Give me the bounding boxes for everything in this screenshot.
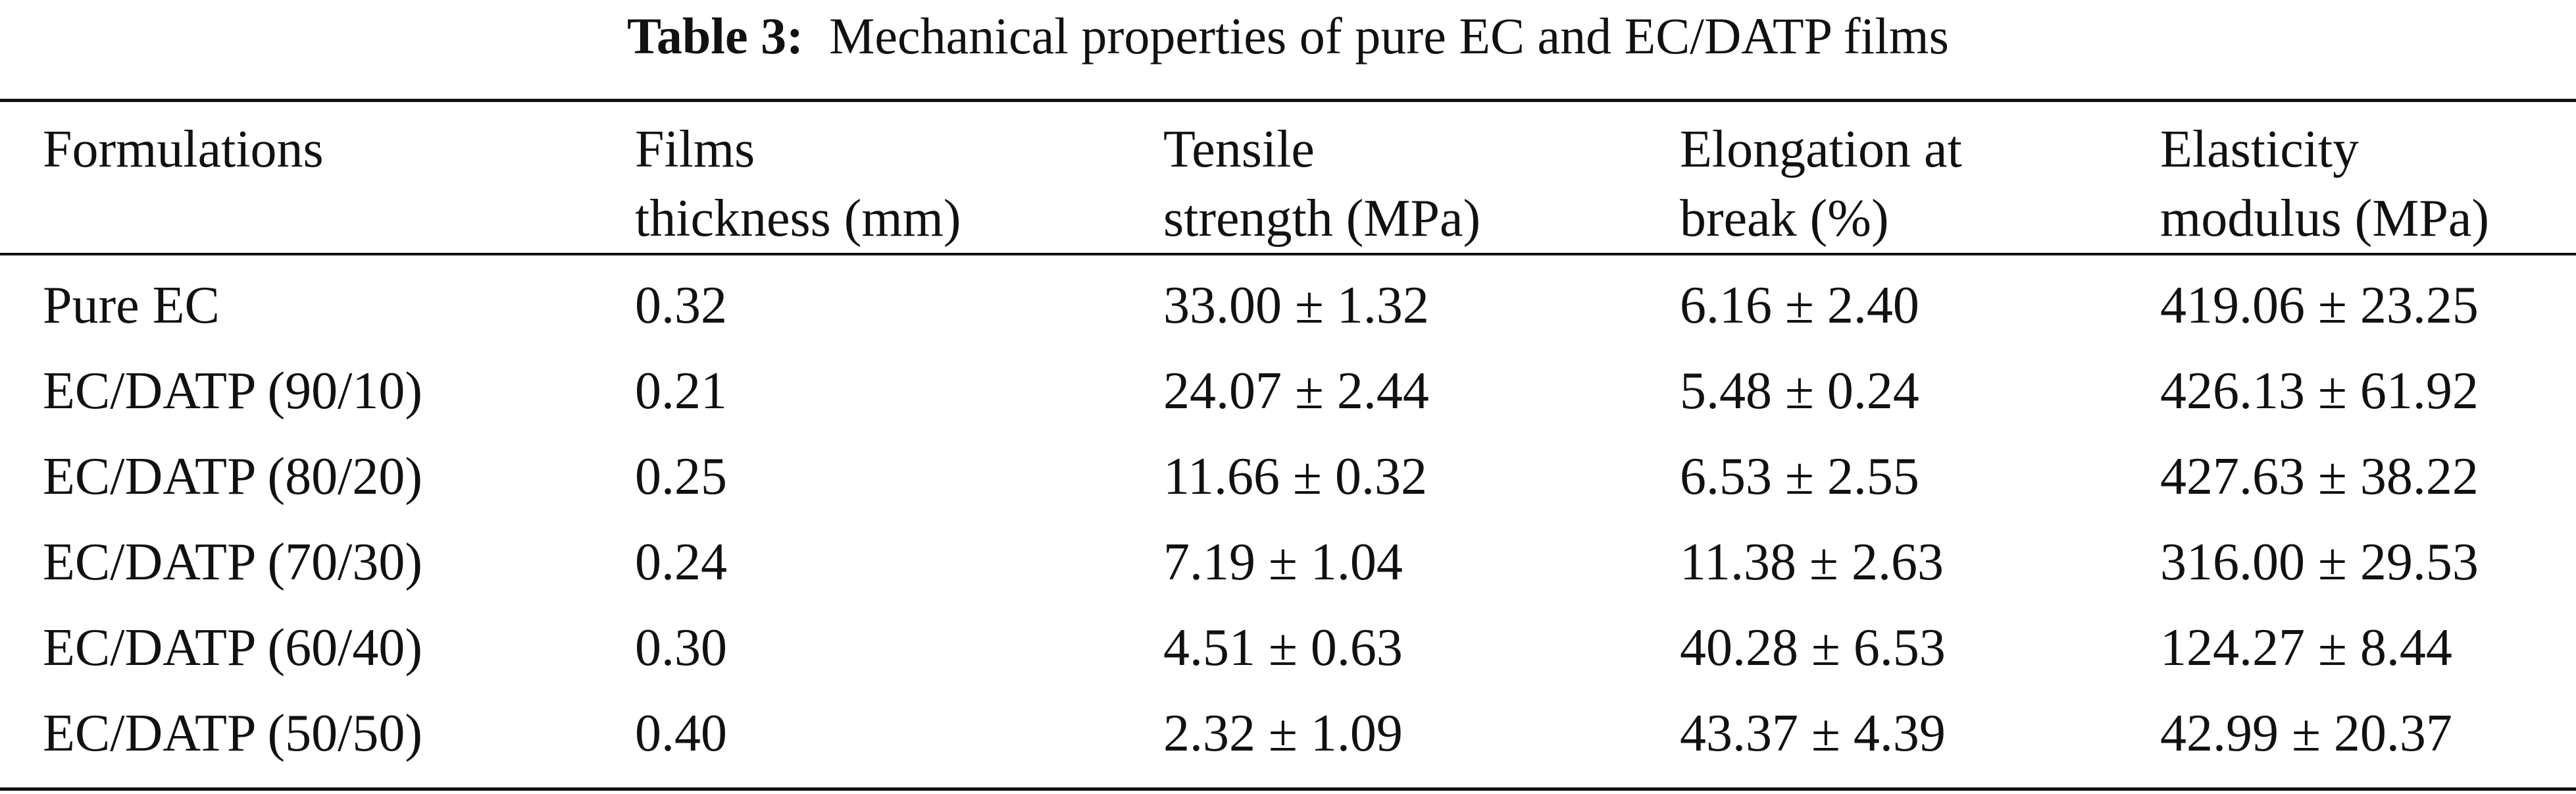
cell-elasticity-modulus: 426.13 ± 61.92: [2160, 362, 2479, 420]
cell-formulation: EC/DATP (50/50): [43, 704, 423, 762]
cell-formulation: EC/DATP (80/20): [43, 448, 423, 506]
cell-tensile-strength: 4.51 ± 0.63: [1163, 619, 1403, 677]
table-header-row: Formulations Films thickness (mm) Tensil…: [0, 109, 2576, 250]
cell-elongation: 40.28 ± 6.53: [1680, 619, 1946, 677]
header-elasticity-modulus: Elasticity modulus (MPa): [2160, 120, 2489, 248]
cell-thickness: 0.30: [635, 619, 727, 677]
cell-tensile-strength: 2.32 ± 1.09: [1163, 704, 1403, 762]
table-bottom-rule: [0, 787, 2576, 791]
table-row: Pure EC 0.32 33.00 ± 1.32 6.16 ± 2.40 41…: [0, 263, 2576, 349]
table-top-rule: [0, 99, 2576, 102]
table-body: Pure EC 0.32 33.00 ± 1.32 6.16 ± 2.40 41…: [0, 263, 2576, 777]
cell-thickness: 0.32: [635, 277, 727, 334]
table-header-rule: [0, 253, 2576, 255]
cell-elasticity-modulus: 419.06 ± 23.25: [2160, 277, 2479, 334]
header-tensile-strength: Tensile strength (MPa): [1163, 120, 1481, 248]
table-row: EC/DATP (80/20) 0.25 11.66 ± 0.32 6.53 ±…: [0, 435, 2576, 520]
cell-tensile-strength: 24.07 ± 2.44: [1163, 362, 1429, 420]
cell-elasticity-modulus: 124.27 ± 8.44: [2160, 619, 2452, 677]
table-caption-label: Table 3:: [627, 7, 804, 65]
cell-tensile-strength: 11.66 ± 0.32: [1163, 448, 1427, 506]
table-row: EC/DATP (60/40) 0.30 4.51 ± 0.63 40.28 ±…: [0, 606, 2576, 691]
cell-thickness: 0.40: [635, 704, 727, 762]
cell-thickness: 0.21: [635, 362, 727, 420]
cell-elasticity-modulus: 42.99 ± 20.37: [2160, 704, 2452, 762]
cell-tensile-strength: 33.00 ± 1.32: [1163, 277, 1429, 334]
table-row: EC/DATP (70/30) 0.24 7.19 ± 1.04 11.38 ±…: [0, 520, 2576, 606]
cell-elongation: 43.37 ± 4.39: [1680, 704, 1946, 762]
cell-thickness: 0.25: [635, 448, 727, 506]
cell-formulation: Pure EC: [43, 277, 220, 334]
table-caption: Table 3: Mechanical properties of pure E…: [0, 0, 2576, 79]
cell-formulation: EC/DATP (90/10): [43, 362, 423, 420]
cell-thickness: 0.24: [635, 533, 727, 591]
header-films-thickness: Films thickness (mm): [635, 120, 961, 248]
table-row: EC/DATP (90/10) 0.21 24.07 ± 2.44 5.48 ±…: [0, 349, 2576, 435]
table-row: EC/DATP (50/50) 0.40 2.32 ± 1.09 43.37 ±…: [0, 691, 2576, 777]
cell-formulation: EC/DATP (60/40): [43, 619, 423, 677]
cell-elongation: 6.16 ± 2.40: [1680, 277, 1919, 334]
cell-elongation: 5.48 ± 0.24: [1680, 362, 1919, 420]
cell-formulation: EC/DATP (70/30): [43, 533, 423, 591]
cell-elasticity-modulus: 427.63 ± 38.22: [2160, 448, 2479, 506]
cell-tensile-strength: 7.19 ± 1.04: [1163, 533, 1403, 591]
header-formulations: Formulations: [43, 120, 324, 178]
cell-elongation: 11.38 ± 2.63: [1680, 533, 1944, 591]
header-elongation-at-break: Elongation at break (%): [1680, 120, 1962, 248]
table-caption-text: Mechanical properties of pure EC and EC/…: [829, 7, 1949, 65]
cell-elongation: 6.53 ± 2.55: [1680, 448, 1919, 506]
cell-elasticity-modulus: 316.00 ± 29.53: [2160, 533, 2479, 591]
